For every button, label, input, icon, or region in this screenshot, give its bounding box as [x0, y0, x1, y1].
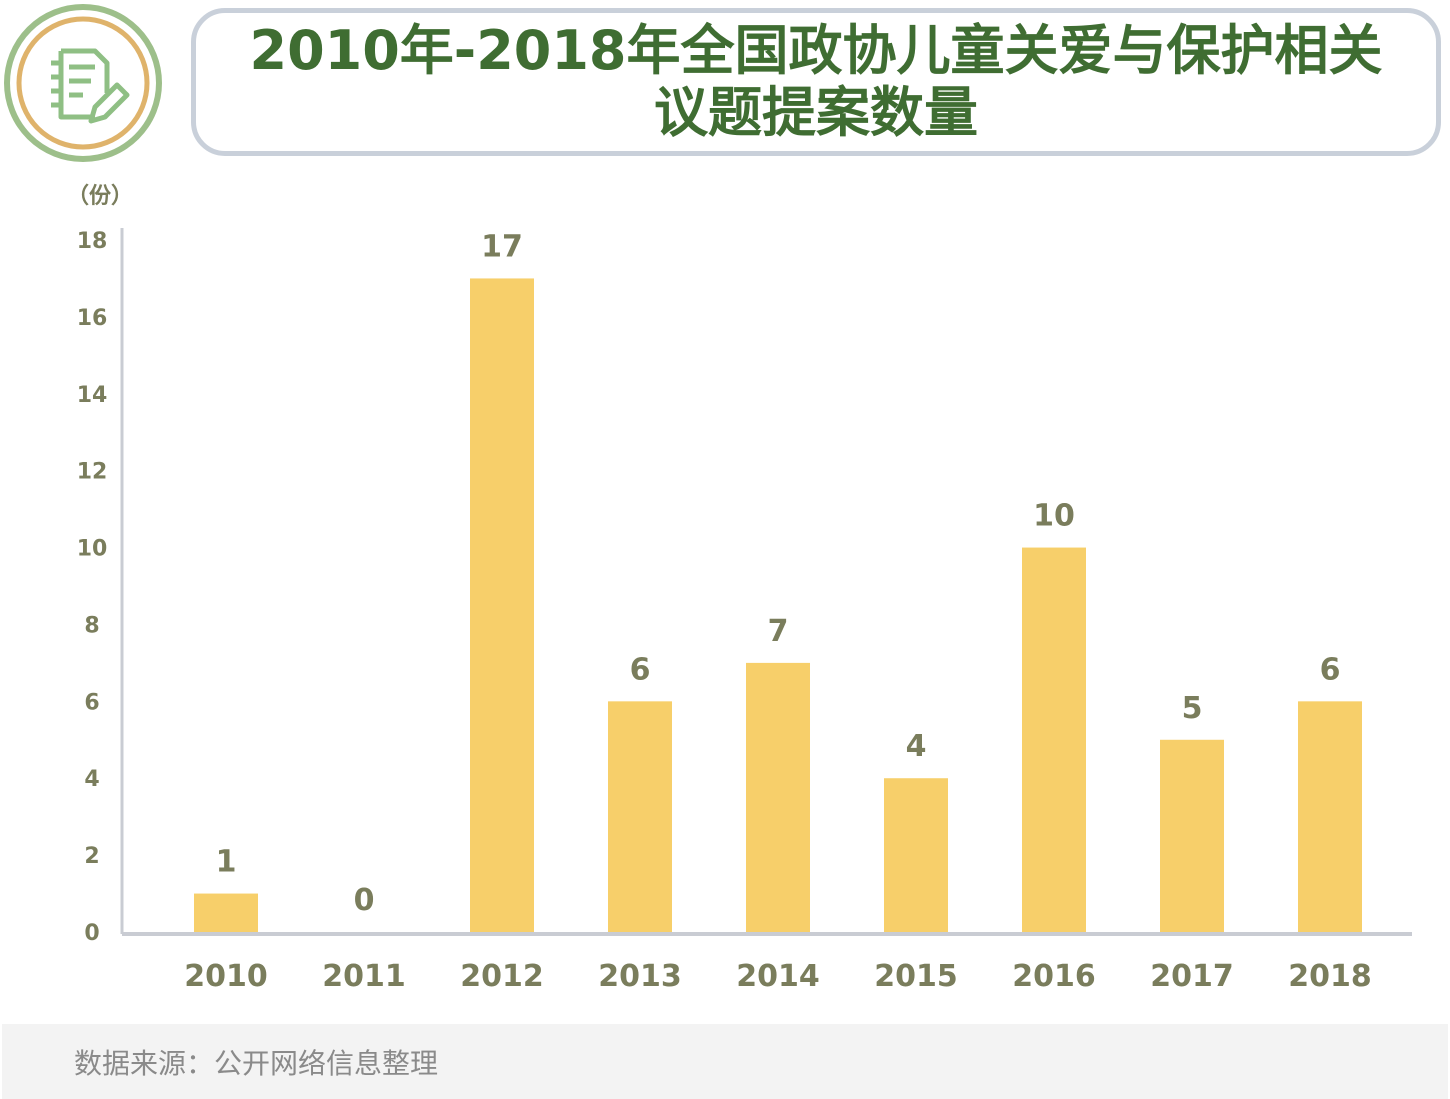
bar-2017 — [1160, 739, 1224, 932]
bar-chart: （份） 0 2 4 6 8 10 12 14 16 18 1 2010 0 2011 17 2012 6 2013 7… — [67, 184, 1412, 994]
source-footer: 数据来源：公开网络信息整理 — [2, 1024, 1448, 1099]
data-label-2017: 5 — [1182, 691, 1203, 726]
x-tick-label-2016: 2016 — [1012, 959, 1096, 994]
bar-2012 — [470, 278, 534, 932]
x-tick-label-2015: 2015 — [874, 959, 958, 994]
data-label-2011: 0 — [354, 883, 375, 918]
bar-2010 — [194, 893, 258, 932]
data-label-2013: 6 — [630, 652, 651, 687]
chart-title: 2010年-2018年全国政协儿童关爱与保护相关 议题提案数量 — [191, 8, 1441, 156]
bar-2014 — [746, 662, 810, 932]
source-text: 数据来源：公开网络信息整理 — [74, 1047, 439, 1080]
bar-2018 — [1298, 701, 1362, 932]
y-tick-label: 16 — [77, 306, 108, 331]
y-axis-label: （份） — [67, 184, 133, 209]
x-tick-label-2013: 2013 — [598, 959, 682, 994]
bar-2015 — [884, 778, 948, 932]
data-label-2018: 6 — [1320, 652, 1341, 687]
bar-2016 — [1022, 547, 1086, 932]
chart-title-line-2: 议题提案数量 — [654, 81, 978, 144]
data-label-2010: 1 — [216, 845, 237, 880]
y-tick-label: 0 — [84, 921, 99, 946]
data-label-2016: 10 — [1033, 499, 1075, 534]
x-tick-label-2017: 2017 — [1150, 959, 1234, 994]
data-label-2014: 7 — [768, 614, 789, 649]
x-tick-label-2011: 2011 — [322, 959, 406, 994]
x-tick-label-2010: 2010 — [184, 959, 268, 994]
chart-title-line-1: 2010年-2018年全国政协儿童关爱与保护相关 — [249, 19, 1383, 82]
data-label-2015: 4 — [906, 729, 927, 764]
document-edit-icon — [4, 4, 162, 162]
y-tick-label: 2 — [84, 844, 99, 869]
x-tick-label-2014: 2014 — [736, 959, 820, 994]
data-label-2012: 17 — [481, 229, 523, 264]
y-tick-label: 8 — [84, 613, 99, 638]
bar-2013 — [608, 701, 672, 932]
y-tick-label: 10 — [77, 537, 108, 562]
y-tick-label: 18 — [77, 229, 108, 254]
y-tick-label: 4 — [84, 767, 99, 792]
y-tick-label: 12 — [77, 460, 108, 485]
x-tick-label-2018: 2018 — [1288, 959, 1372, 994]
x-tick-label-2012: 2012 — [460, 959, 544, 994]
y-tick-label: 14 — [77, 383, 108, 408]
y-tick-label: 6 — [84, 690, 99, 715]
